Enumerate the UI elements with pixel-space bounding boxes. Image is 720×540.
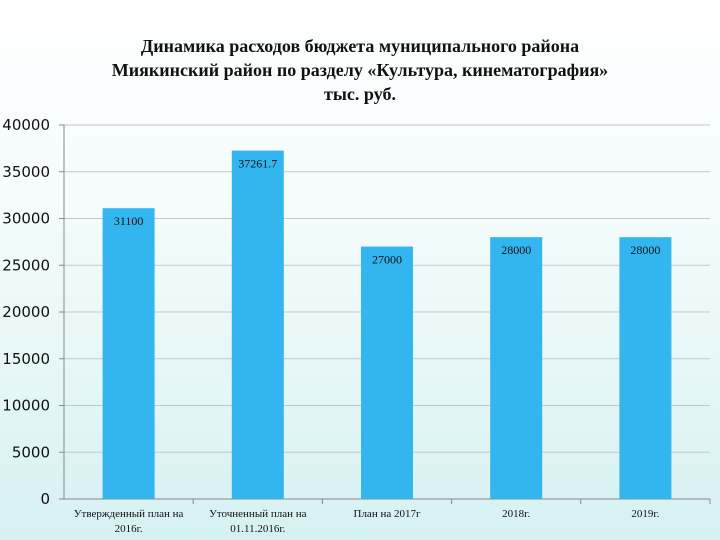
data-label: 28000 (501, 243, 531, 257)
y-tick-label: 20000 (2, 303, 50, 321)
x-tick-label: Утвержденный план на (74, 508, 184, 520)
chart-title-line-3: тыс. руб. (324, 84, 396, 104)
data-label: 31100 (114, 214, 144, 228)
y-tick-label: 25000 (2, 256, 50, 274)
chart-title: Динамика расходов бюджета муниципального… (40, 34, 680, 106)
x-tick-label: 01.11.2016г. (230, 523, 285, 535)
x-tick-label: 2016г. (115, 523, 143, 535)
bar (490, 237, 543, 499)
y-tick-label: 35000 (2, 163, 50, 181)
bar (231, 150, 284, 500)
data-label: 27000 (372, 253, 402, 267)
data-label: 37261.7 (238, 157, 277, 171)
data-label: 28000 (630, 243, 660, 257)
y-tick-label: 0 (40, 490, 50, 508)
y-tick-label: 40000 (2, 116, 50, 134)
bar (619, 237, 672, 499)
chart-title-line-2: Мияки­нский район по разделу «Культура, … (111, 60, 609, 80)
y-tick-label: 10000 (2, 397, 50, 415)
x-tick-label: 2018г. (502, 508, 530, 520)
bar (361, 246, 413, 499)
bar (102, 208, 155, 499)
x-tick-label: 2019г. (631, 508, 659, 520)
y-tick-label: 30000 (2, 210, 50, 228)
chart-title-line-1: Динамика расходов бюджета муниципального… (140, 36, 580, 56)
x-tick-label: Уточненный план на (209, 508, 307, 520)
y-tick-label: 15000 (2, 350, 50, 368)
y-tick-label: 5000 (12, 443, 50, 461)
x-tick-label: План на 2017г (354, 508, 421, 520)
